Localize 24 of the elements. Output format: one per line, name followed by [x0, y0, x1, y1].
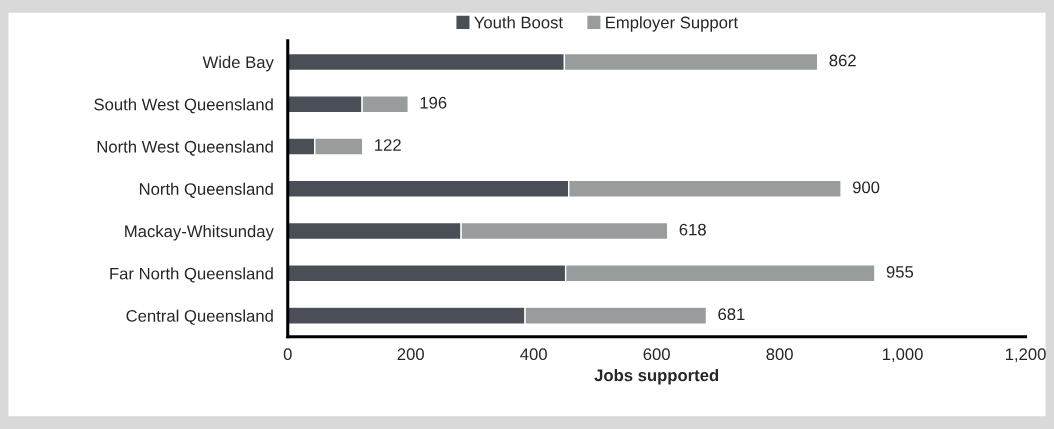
- y-tick-label: Wide Bay: [202, 55, 274, 72]
- x-axis-title: Jobs supported: [594, 368, 719, 385]
- x-tick-label: 800: [766, 348, 793, 361]
- total-label: 955: [886, 266, 914, 278]
- y-tick-label: Mackay-Whitsunday: [125, 225, 274, 241]
- total-label: 618: [679, 223, 706, 236]
- y-tick-label: Far North Queensland: [110, 267, 273, 283]
- total-label: 862: [829, 54, 856, 67]
- y-tick-label: North Queensland: [139, 182, 273, 198]
- legend-label: Employer Support: [606, 16, 738, 32]
- x-tick-label: 600: [643, 348, 670, 361]
- total-label: 196: [420, 96, 447, 109]
- x-tick-label: 1,200: [1005, 348, 1046, 363]
- x-tick-label: 1,000: [882, 348, 923, 363]
- legend-label: Youth Boost: [474, 16, 563, 29]
- y-tick-label: Central Queensland: [126, 309, 273, 325]
- x-tick-label: 0: [283, 348, 292, 361]
- total-label: 900: [852, 181, 880, 194]
- y-tick-label: North West Queensland: [97, 140, 273, 156]
- total-label: 681: [718, 308, 745, 321]
- y-tick-label: South West Queensland: [94, 98, 273, 114]
- x-tick-label: 400: [520, 348, 547, 361]
- x-tick-label: 200: [397, 348, 424, 361]
- total-label: 122: [375, 139, 401, 151]
